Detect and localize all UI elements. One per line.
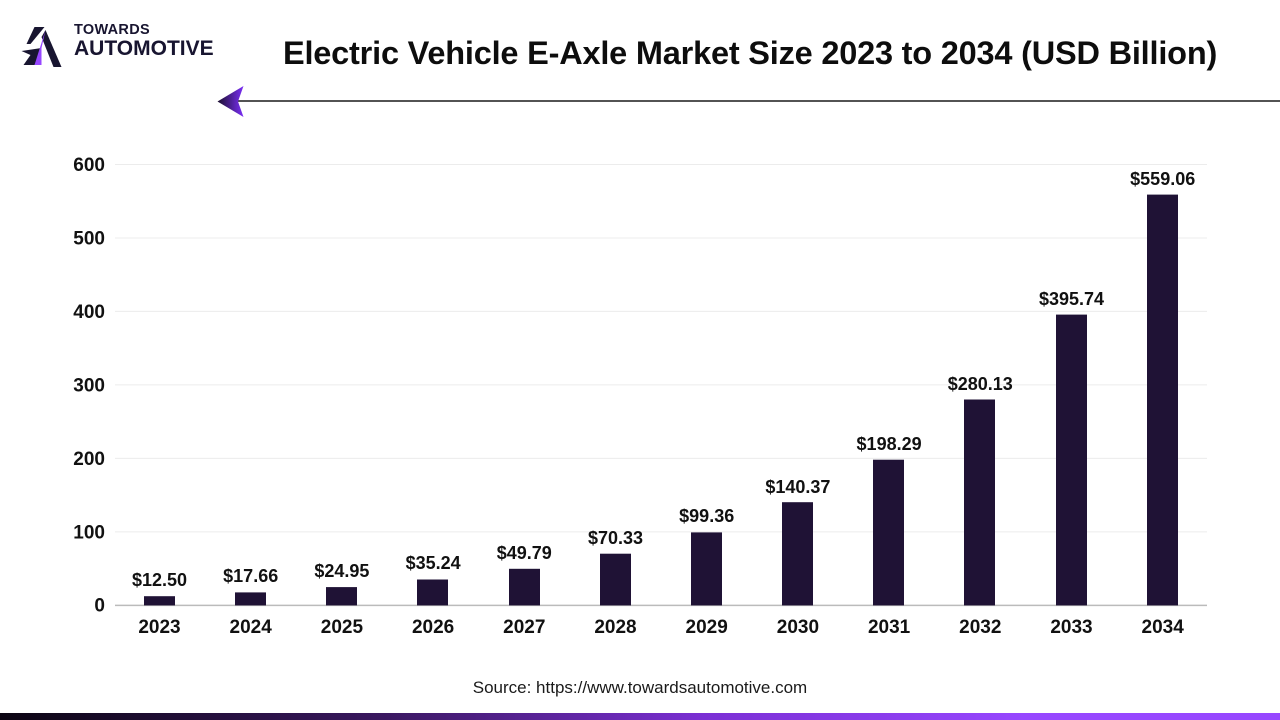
svg-text:2031: 2031: [868, 617, 911, 638]
svg-text:$12.50: $12.50: [132, 570, 187, 590]
svg-text:2026: 2026: [412, 617, 454, 638]
svg-text:$395.74: $395.74: [1039, 289, 1104, 309]
svg-text:2023: 2023: [138, 617, 180, 638]
svg-text:2025: 2025: [321, 617, 364, 638]
svg-text:400: 400: [73, 302, 105, 323]
svg-text:2030: 2030: [777, 617, 819, 638]
svg-text:100: 100: [73, 523, 105, 544]
svg-text:2028: 2028: [594, 617, 636, 638]
svg-text:$198.29: $198.29: [857, 434, 922, 454]
svg-text:$99.36: $99.36: [679, 506, 734, 526]
svg-text:$559.06: $559.06: [1130, 169, 1195, 189]
svg-text:$24.95: $24.95: [314, 561, 369, 581]
svg-text:$70.33: $70.33: [588, 528, 643, 548]
svg-text:600: 600: [73, 155, 105, 176]
svg-text:2027: 2027: [503, 617, 545, 638]
svg-text:0: 0: [94, 596, 105, 617]
svg-text:500: 500: [73, 229, 105, 250]
svg-text:2032: 2032: [959, 617, 1001, 638]
svg-text:300: 300: [73, 376, 105, 397]
svg-text:2034: 2034: [1142, 617, 1185, 638]
svg-text:$17.66: $17.66: [223, 566, 278, 586]
svg-text:200: 200: [73, 449, 105, 470]
svg-text:$140.37: $140.37: [765, 477, 830, 497]
svg-text:2029: 2029: [686, 617, 728, 638]
svg-text:$49.79: $49.79: [497, 543, 552, 563]
svg-text:2024: 2024: [230, 617, 273, 638]
svg-text:2033: 2033: [1050, 617, 1092, 638]
svg-text:$35.24: $35.24: [406, 553, 461, 573]
svg-text:$280.13: $280.13: [948, 374, 1013, 394]
